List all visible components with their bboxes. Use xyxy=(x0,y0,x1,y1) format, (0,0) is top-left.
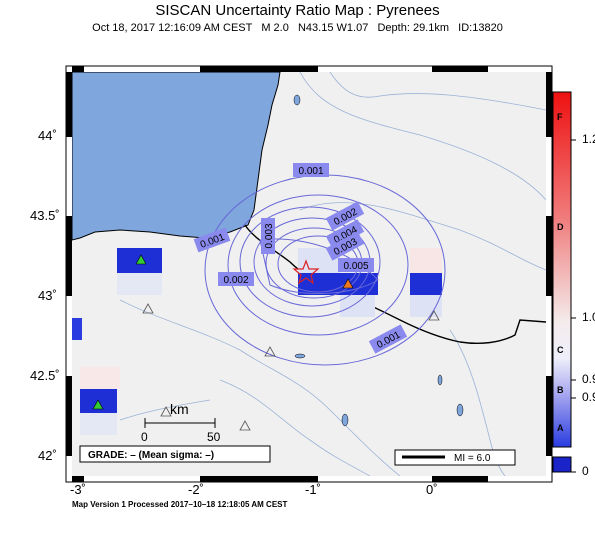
lat-label: 44˚ xyxy=(38,128,57,143)
contour-label: 0.002 xyxy=(223,275,248,286)
contour-labels: 0.001 0.002 0.003 0.004 0.005 0.002 0.00… xyxy=(193,163,408,354)
grade-letter: A xyxy=(557,423,564,433)
map-title: SISCAN Uncertainty Ratio Map : Pyrenees xyxy=(155,2,440,19)
lat-label: 43˚ xyxy=(38,288,57,303)
colorbar-value: 1.0 xyxy=(582,310,595,324)
station-marker xyxy=(239,420,251,431)
scale-start: 0 xyxy=(141,430,148,444)
event-summary: Oct 18, 2017 12:16:09 AM CEST M 2.0 N43.… xyxy=(92,22,503,34)
station-marker xyxy=(142,303,154,314)
grade-letter: B xyxy=(557,385,564,395)
contour-label: 0.005 xyxy=(343,261,368,272)
contour-label: 0.001 xyxy=(298,166,323,177)
reservoirs xyxy=(293,94,464,427)
grade-text: GRADE: – (Mean sigma: –) xyxy=(88,450,214,461)
colorbar-value: 0.9 xyxy=(582,372,595,386)
station-marker xyxy=(264,346,276,357)
scale-unit: km xyxy=(170,401,189,417)
station-marker xyxy=(92,399,104,410)
colorbar-value: 1.2 xyxy=(582,132,595,146)
lat-label: 42˚ xyxy=(38,448,57,463)
epicenter-star xyxy=(292,259,320,285)
lon-label: 0˚ xyxy=(426,482,438,497)
colorbar xyxy=(552,91,576,473)
ocean xyxy=(72,72,281,241)
colorbar-value: 0.9 xyxy=(582,390,595,404)
colorbar-value: 0 xyxy=(582,464,589,478)
mi-text: MI = 6.0 xyxy=(454,453,491,464)
lon-label: -3˚ xyxy=(70,482,86,497)
station-marker xyxy=(160,406,172,417)
contour-label: 0.003 xyxy=(264,223,275,248)
station-marker xyxy=(135,254,147,265)
station-marker xyxy=(428,310,440,321)
grade-letter: D xyxy=(557,222,564,232)
processing-footer: Map Version 1 Processed 2017–10–18 12:18… xyxy=(72,500,288,509)
grade-letter: C xyxy=(557,345,564,355)
lon-label: -1˚ xyxy=(305,482,321,497)
station-marker xyxy=(342,278,354,289)
lat-label: 43.5˚ xyxy=(30,208,60,223)
lon-label: -2˚ xyxy=(188,482,204,497)
grade-letter: F xyxy=(557,112,563,122)
scale-bar: km 0 50 xyxy=(141,401,221,444)
lat-label: 42.5˚ xyxy=(30,368,60,383)
national-border xyxy=(244,224,546,344)
stations xyxy=(92,254,440,431)
scale-end: 50 xyxy=(207,430,221,444)
grade-box: GRADE: – (Mean sigma: –) xyxy=(79,445,271,463)
mi-legend: MI = 6.0 xyxy=(394,449,516,466)
rivers xyxy=(119,72,546,476)
